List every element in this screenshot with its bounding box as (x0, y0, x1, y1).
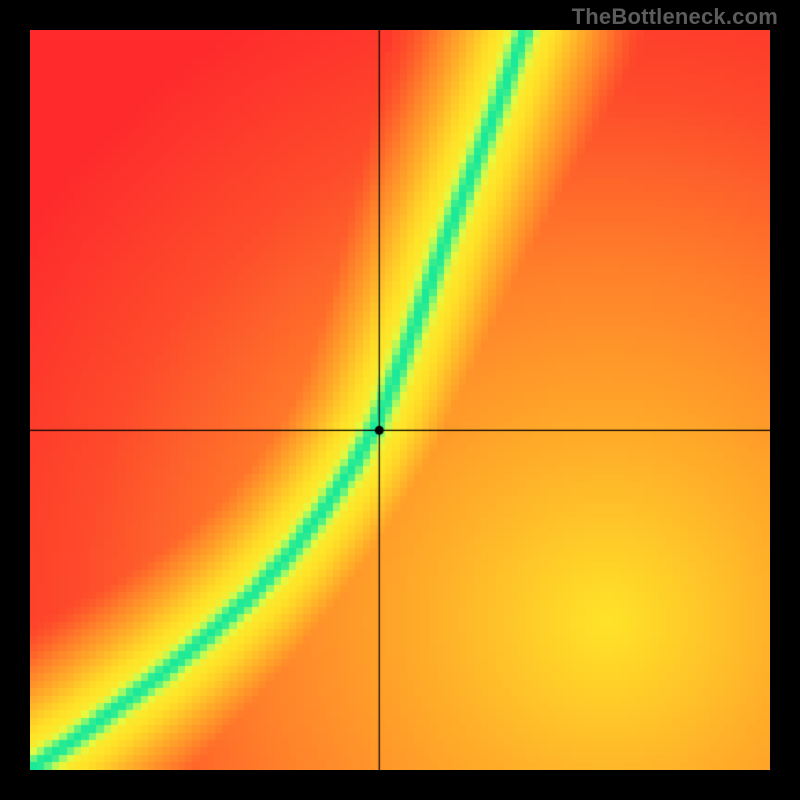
watermark-text: TheBottleneck.com (572, 4, 778, 30)
bottleneck-heatmap (30, 30, 770, 770)
chart-container: TheBottleneck.com (0, 0, 800, 800)
